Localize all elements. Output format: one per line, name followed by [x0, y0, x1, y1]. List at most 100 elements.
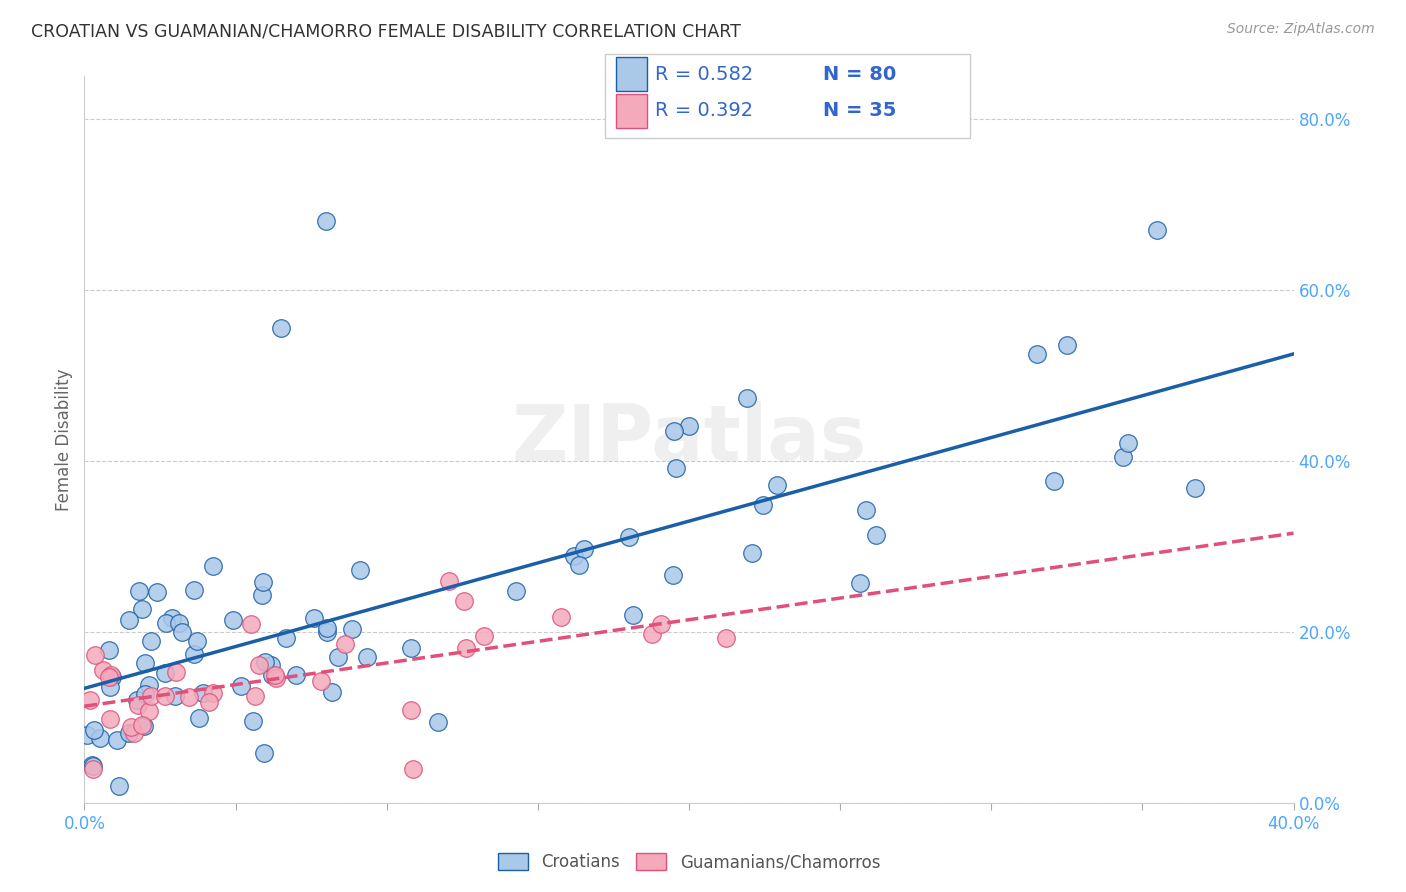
Point	[82, 762, 104, 776]
Point	[127, 698, 149, 713]
Y-axis label: Female Disability: Female Disability	[55, 368, 73, 510]
Point	[568, 558, 591, 572]
Point	[678, 419, 700, 434]
Point	[131, 718, 153, 732]
Point	[550, 609, 572, 624]
Text: Source: ZipAtlas.com: Source: ZipAtlas.com	[1227, 22, 1375, 37]
Point	[155, 616, 177, 631]
Point	[252, 574, 274, 589]
Point	[253, 746, 276, 760]
Point	[134, 687, 156, 701]
Point	[191, 686, 214, 700]
Point	[117, 614, 139, 628]
Legend: Croatians, Guamanians/Chamorros: Croatians, Guamanians/Chamorros	[491, 847, 887, 878]
Point	[122, 726, 145, 740]
Point	[160, 611, 183, 625]
Point	[167, 615, 190, 630]
Point	[134, 656, 156, 670]
Point	[752, 498, 775, 512]
Point	[333, 637, 356, 651]
Point	[650, 617, 672, 632]
Point	[865, 527, 887, 541]
Point	[641, 627, 664, 641]
Point	[1042, 474, 1064, 488]
Point	[165, 665, 187, 679]
Point	[177, 690, 200, 704]
Point	[132, 719, 155, 733]
Point	[243, 689, 266, 703]
Point	[105, 732, 128, 747]
Point	[101, 670, 124, 684]
Point	[254, 655, 277, 669]
Point	[437, 574, 460, 588]
Point	[855, 503, 877, 517]
Point	[139, 634, 162, 648]
Point	[242, 714, 264, 728]
Point	[765, 478, 787, 492]
Point	[848, 575, 870, 590]
Point	[120, 720, 142, 734]
Point	[262, 667, 284, 681]
Point	[621, 607, 644, 622]
Point	[399, 703, 422, 717]
Point	[285, 667, 308, 681]
Point	[260, 658, 283, 673]
Point	[263, 668, 285, 682]
Point	[202, 559, 225, 574]
Point	[82, 757, 104, 772]
Point	[183, 583, 205, 598]
Point	[1146, 223, 1168, 237]
Point	[453, 594, 475, 608]
Point	[274, 631, 297, 645]
Point	[131, 602, 153, 616]
Point	[401, 640, 423, 655]
Point	[170, 625, 193, 640]
Point	[617, 530, 640, 544]
Point	[146, 585, 169, 599]
Text: N = 35: N = 35	[823, 101, 896, 120]
Text: R = 0.582: R = 0.582	[655, 64, 754, 84]
Point	[562, 549, 585, 563]
Point	[202, 686, 225, 700]
Point	[270, 321, 292, 335]
Point	[1025, 347, 1047, 361]
Text: ZIPatlas: ZIPatlas	[512, 401, 866, 477]
Point	[76, 727, 98, 741]
Point	[100, 668, 122, 682]
Point	[662, 567, 685, 582]
Point	[118, 725, 141, 739]
Point	[83, 723, 105, 737]
Point	[1116, 436, 1139, 450]
Point	[321, 685, 343, 699]
Point	[138, 704, 160, 718]
Point	[1112, 450, 1135, 464]
Point	[315, 214, 337, 228]
Point	[89, 731, 111, 746]
Point	[155, 666, 177, 681]
Point	[302, 610, 325, 624]
Point	[1184, 482, 1206, 496]
Point	[454, 641, 477, 656]
Point	[91, 664, 114, 678]
Text: R = 0.392: R = 0.392	[655, 101, 754, 120]
Point	[342, 622, 364, 636]
Point	[127, 693, 149, 707]
Point	[326, 650, 349, 665]
Point	[266, 671, 288, 685]
Point	[98, 680, 121, 694]
Point	[84, 648, 107, 663]
Point	[316, 621, 339, 635]
Point	[315, 624, 337, 639]
Point	[165, 690, 187, 704]
Point	[716, 632, 738, 646]
Point	[239, 616, 262, 631]
Point	[138, 678, 160, 692]
Point	[98, 713, 121, 727]
Point	[128, 583, 150, 598]
Point	[741, 546, 763, 560]
Point	[1056, 338, 1078, 352]
Point	[735, 391, 758, 405]
Text: CROATIAN VS GUAMANIAN/CHAMORRO FEMALE DISABILITY CORRELATION CHART: CROATIAN VS GUAMANIAN/CHAMORRO FEMALE DI…	[31, 22, 741, 40]
Point	[79, 693, 101, 707]
Point	[198, 694, 221, 708]
